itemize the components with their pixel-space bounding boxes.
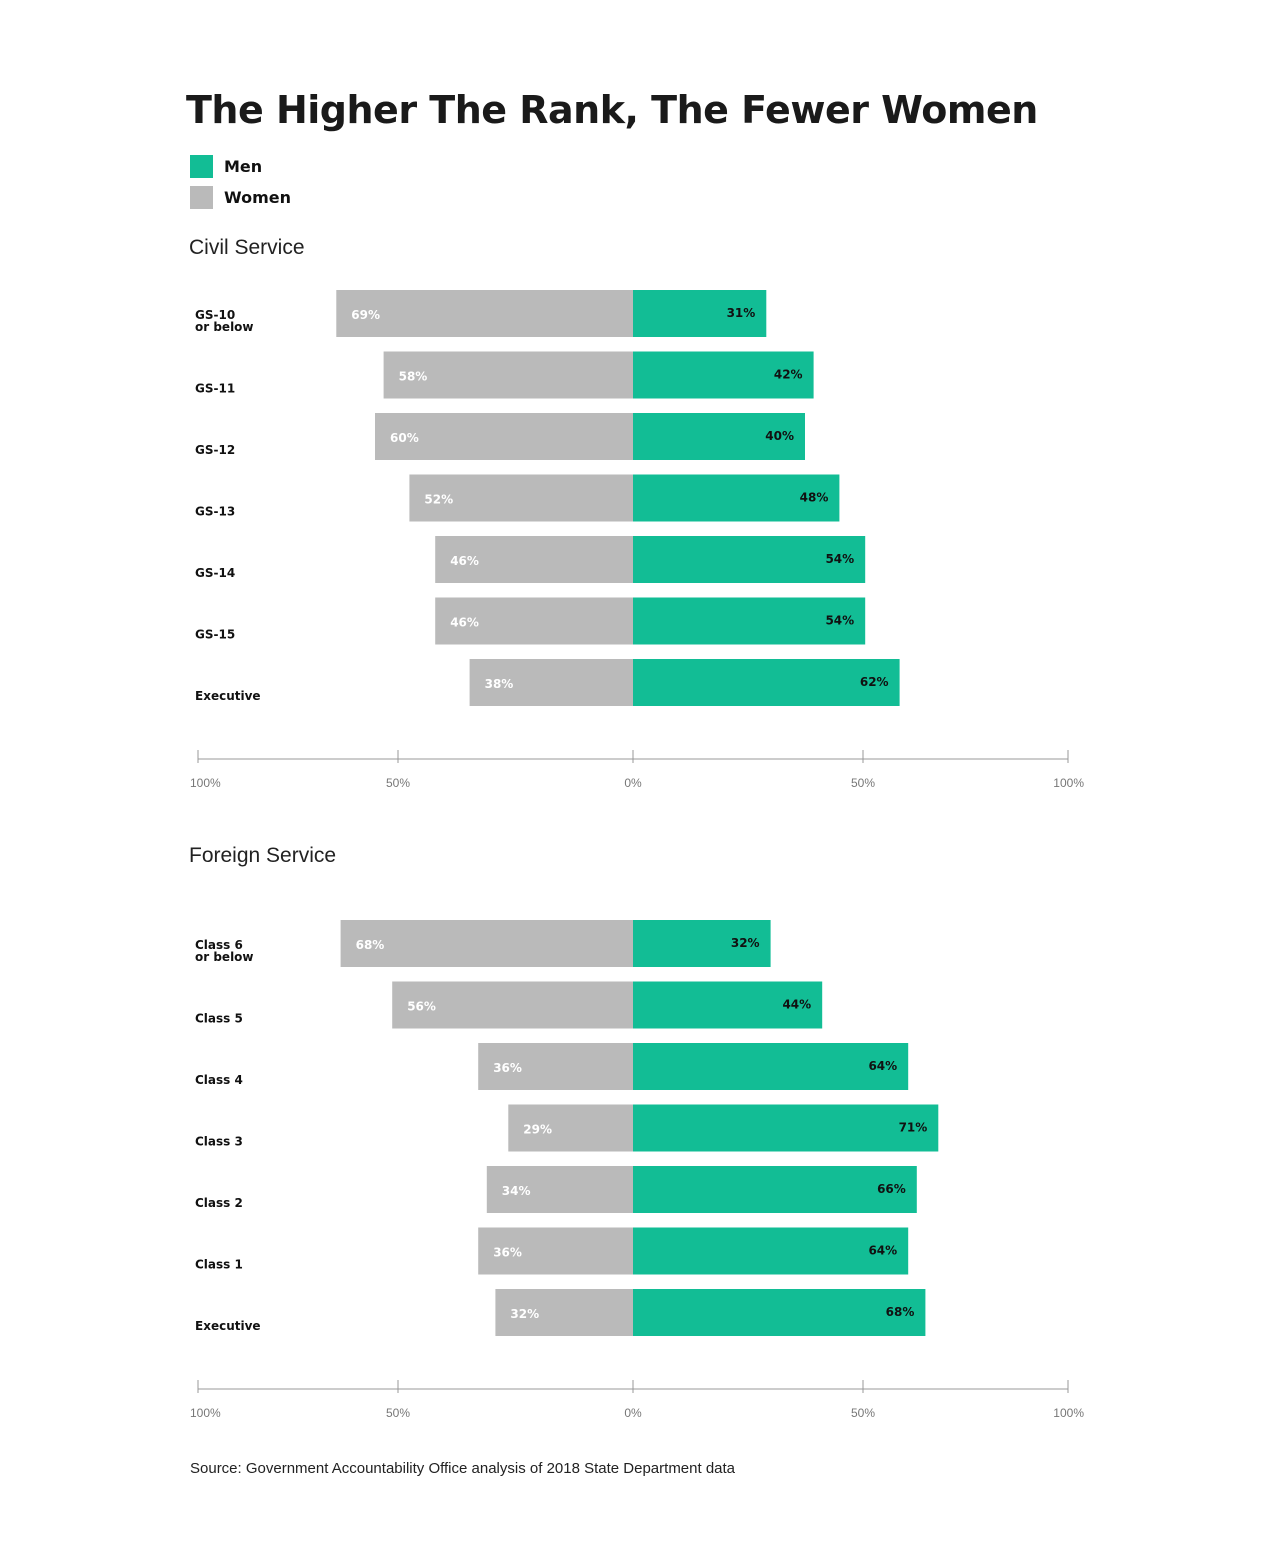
- value-label-men-executive: 62%: [860, 675, 889, 689]
- bar-men-executive: [633, 1289, 926, 1336]
- value-label-women-gs-11: 58%: [399, 370, 428, 384]
- category-label-executive: Executive: [195, 1319, 261, 1333]
- value-label-men-class-3: 71%: [899, 1121, 928, 1135]
- value-label-men-class-5: 44%: [782, 998, 811, 1012]
- value-label-women-class-4: 36%: [493, 1061, 522, 1075]
- category-label-executive: Executive: [195, 689, 261, 703]
- value-label-men-gs-10: 31%: [727, 306, 756, 320]
- bar-men-gs-10: [633, 290, 767, 337]
- category-label-class-1: Class 1: [195, 1258, 243, 1272]
- bar-women-executive: [495, 1289, 633, 1336]
- legend-swatch-men: [190, 154, 213, 178]
- bar-women-class-4: [478, 1043, 633, 1090]
- bar-men-gs-13: [633, 474, 840, 522]
- category-label-class-4: Class 4: [195, 1073, 243, 1087]
- bar-women-class-1: [478, 1227, 633, 1275]
- bar-men-class-2: [633, 1166, 917, 1213]
- value-label-women-gs-14: 46%: [450, 554, 479, 568]
- bar-men-class-5: [633, 981, 823, 1029]
- bar-women-gs-13: [409, 474, 633, 522]
- value-label-men-class-4: 64%: [868, 1059, 897, 1073]
- category-label-class-2: Class 2: [195, 1196, 243, 1210]
- legend-item-women: Women: [190, 185, 291, 209]
- value-label-men-executive: 68%: [886, 1305, 915, 1319]
- civil-service-chart: GS-10 or below 69% 31% GS-11 58% 42% GS-12 60% 40…: [190, 290, 1084, 790]
- bar-men-gs-15: [633, 597, 866, 645]
- bar-women-gs-11: [383, 351, 633, 399]
- bar-men-gs-12: [633, 413, 805, 460]
- value-label-women-class-1: 36%: [493, 1246, 522, 1260]
- value-label-women-class-3: 29%: [523, 1123, 552, 1137]
- category-label-gs-13: GS-13: [195, 505, 235, 519]
- value-label-women-class-2: 34%: [502, 1184, 531, 1198]
- value-label-women-class-6: 68%: [356, 938, 385, 952]
- category-label-gs-11: GS-11: [195, 382, 235, 396]
- foreign-service-title: Foreign Service: [189, 844, 337, 867]
- value-label-men-gs-12: 40%: [765, 429, 794, 443]
- bar-men-class-4: [633, 1043, 909, 1090]
- category-label-gs-12: GS-12: [195, 443, 235, 457]
- x-tick-label: 100%: [190, 776, 221, 790]
- value-label-women-gs-13: 52%: [424, 493, 453, 507]
- x-tick-label: 50%: [851, 1406, 875, 1420]
- bar-men-class-6: [633, 920, 771, 967]
- value-label-men-gs-15: 54%: [825, 614, 854, 628]
- chart-title: The Higher The Rank, The Fewer Women: [186, 88, 1038, 132]
- bar-men-executive: [633, 659, 900, 706]
- bar-women-class-3: [508, 1104, 633, 1152]
- bar-women-gs-12: [375, 413, 633, 460]
- foreign-service-chart: Class 6 or below 68% 32% Class 5 56% 44% Class …: [190, 920, 1084, 1420]
- x-tick-label: 100%: [1053, 1406, 1084, 1420]
- value-label-men-class-1: 64%: [868, 1244, 897, 1258]
- category-label-class-3: Class 3: [195, 1135, 243, 1149]
- bar-men-class-3: [633, 1104, 939, 1152]
- bar-women-gs-10: [336, 290, 633, 337]
- legend-item-men: Men: [190, 154, 262, 178]
- bar-women-executive: [469, 659, 633, 706]
- category-label-gs-10: GS-10 or below: [195, 308, 254, 334]
- category-label-class-6: Class 6 or below: [195, 938, 254, 964]
- value-label-women-executive: 32%: [510, 1307, 539, 1321]
- bar-women-class-6: [340, 920, 633, 967]
- category-label-class-5: Class 5: [195, 1012, 243, 1026]
- bar-men-gs-11: [633, 351, 814, 399]
- x-tick-label: 100%: [190, 1406, 221, 1420]
- bar-women-gs-15: [435, 597, 633, 645]
- value-label-men-gs-13: 48%: [800, 491, 829, 505]
- bar-women-gs-14: [435, 536, 633, 583]
- x-tick-label: 50%: [851, 776, 875, 790]
- legend-swatch-women: [190, 185, 213, 209]
- bar-women-class-2: [486, 1166, 633, 1213]
- value-label-men-class-2: 66%: [877, 1182, 906, 1196]
- source-note: Source: Government Accountability Office…: [190, 1460, 736, 1477]
- value-label-women-class-5: 56%: [407, 1000, 436, 1014]
- legend-label-women: Women: [224, 187, 291, 207]
- x-tick-label: 0%: [624, 1406, 642, 1420]
- bar-men-class-1: [633, 1227, 909, 1275]
- x-tick-label: 0%: [624, 776, 642, 790]
- value-label-women-gs-10: 69%: [351, 308, 380, 322]
- x-tick-label: 50%: [386, 1406, 410, 1420]
- value-label-women-gs-15: 46%: [450, 616, 479, 630]
- value-label-men-class-6: 32%: [731, 936, 760, 950]
- value-label-men-gs-11: 42%: [774, 368, 803, 382]
- x-tick-label: 100%: [1053, 776, 1084, 790]
- category-label-gs-14: GS-14: [195, 566, 235, 580]
- value-label-women-executive: 38%: [485, 677, 514, 691]
- x-tick-label: 50%: [386, 776, 410, 790]
- civil-service-title: Civil Service: [189, 236, 305, 259]
- category-label-gs-15: GS-15: [195, 628, 235, 642]
- value-label-women-gs-12: 60%: [390, 431, 419, 445]
- legend-label-men: Men: [224, 156, 263, 176]
- bar-women-class-5: [392, 981, 633, 1029]
- value-label-men-gs-14: 54%: [825, 552, 854, 566]
- bar-men-gs-14: [633, 536, 866, 583]
